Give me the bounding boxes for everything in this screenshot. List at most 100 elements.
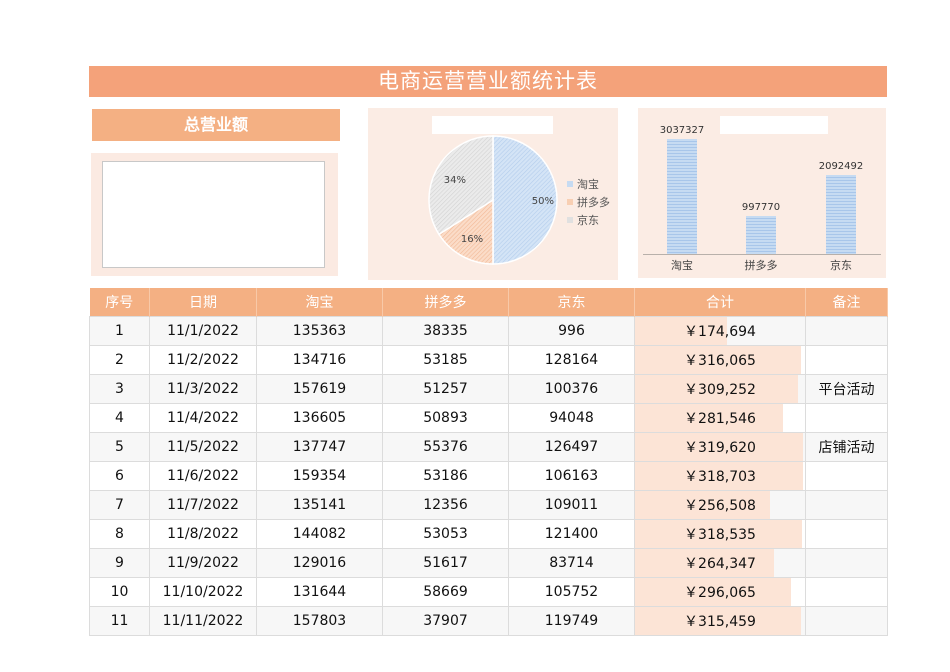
- cell-date[interactable]: 11/7/2022: [149, 489, 257, 520]
- cell-note[interactable]: [805, 460, 888, 491]
- cell-index[interactable]: 5: [89, 431, 150, 462]
- cell-index[interactable]: 1: [89, 315, 150, 346]
- cell-index[interactable]: 8: [89, 518, 150, 549]
- cell-pinduoduo[interactable]: 53185: [382, 344, 509, 375]
- total-value: ￥316,065: [684, 352, 756, 369]
- cell-pinduoduo[interactable]: 53186: [382, 460, 509, 491]
- cell-index[interactable]: 11: [89, 605, 150, 636]
- col-header-index[interactable]: 序号: [89, 288, 150, 316]
- pie-legend: 淘宝 拼多多 京东: [567, 175, 610, 229]
- pie-chart-panel[interactable]: 50% 16% 34% 淘宝 拼多多 京东: [368, 108, 618, 280]
- cell-note[interactable]: [805, 518, 888, 549]
- cell-date[interactable]: 11/3/2022: [149, 373, 257, 404]
- cell-date[interactable]: 11/5/2022: [149, 431, 257, 462]
- table-row: 10 11/10/2022 131644 58669 105752 ￥296,065: [89, 576, 888, 607]
- cell-date[interactable]: 11/11/2022: [149, 605, 257, 636]
- cell-pinduoduo[interactable]: 12356: [382, 489, 509, 520]
- cell-pinduoduo[interactable]: 51617: [382, 547, 509, 578]
- cell-date[interactable]: 11/6/2022: [149, 460, 257, 491]
- cell-index[interactable]: 3: [89, 373, 150, 404]
- cell-total[interactable]: ￥281,546: [634, 402, 806, 433]
- cell-taobao[interactable]: 159354: [256, 460, 383, 491]
- cell-taobao[interactable]: 144082: [256, 518, 383, 549]
- cell-taobao[interactable]: 135363: [256, 315, 383, 346]
- cell-date[interactable]: 11/10/2022: [149, 576, 257, 607]
- cell-pinduoduo[interactable]: 37907: [382, 605, 509, 636]
- cell-pinduoduo[interactable]: 50893: [382, 402, 509, 433]
- cell-taobao[interactable]: 137747: [256, 431, 383, 462]
- cell-index[interactable]: 7: [89, 489, 150, 520]
- cell-note[interactable]: 店铺活动: [805, 431, 888, 462]
- cell-note[interactable]: [805, 576, 888, 607]
- cell-pinduoduo[interactable]: 55376: [382, 431, 509, 462]
- cell-note[interactable]: [805, 402, 888, 433]
- cell-jingdong[interactable]: 100376: [508, 373, 635, 404]
- cell-jingdong[interactable]: 106163: [508, 460, 635, 491]
- cell-pinduoduo[interactable]: 58669: [382, 576, 509, 607]
- legend-item-taobao: 淘宝: [567, 175, 610, 193]
- cell-taobao[interactable]: 157619: [256, 373, 383, 404]
- cell-taobao[interactable]: 129016: [256, 547, 383, 578]
- cell-pinduoduo[interactable]: 51257: [382, 373, 509, 404]
- cell-total[interactable]: ￥318,703: [634, 460, 806, 491]
- cell-jingdong[interactable]: 126497: [508, 431, 635, 462]
- bar-chart-panel[interactable]: 3037327 淘宝 997770 拼多多 2092492 京东: [638, 108, 886, 278]
- pie-slice[interactable]: [437, 198, 494, 265]
- cell-note[interactable]: [805, 489, 888, 520]
- col-header-total[interactable]: 合计: [634, 288, 806, 316]
- total-revenue-value-box[interactable]: [102, 161, 325, 268]
- cell-total[interactable]: ￥315,459: [634, 605, 806, 636]
- cell-total[interactable]: ￥319,620: [634, 431, 806, 462]
- col-header-date[interactable]: 日期: [149, 288, 257, 316]
- total-value: ￥315,459: [684, 613, 756, 630]
- col-header-taobao[interactable]: 淘宝: [256, 288, 383, 316]
- cell-jingdong[interactable]: 109011: [508, 489, 635, 520]
- cell-taobao[interactable]: 131644: [256, 576, 383, 607]
- cell-total[interactable]: ￥256,508: [634, 489, 806, 520]
- cell-total[interactable]: ￥316,065: [634, 344, 806, 375]
- cell-index[interactable]: 2: [89, 344, 150, 375]
- cell-total[interactable]: ￥174,694: [634, 315, 806, 346]
- col-header-pinduoduo[interactable]: 拼多多: [382, 288, 509, 316]
- cell-jingdong[interactable]: 128164: [508, 344, 635, 375]
- total-databar: [635, 403, 783, 432]
- bar-column[interactable]: [667, 139, 697, 254]
- cell-total[interactable]: ￥318,535: [634, 518, 806, 549]
- cell-note[interactable]: 平台活动: [805, 373, 888, 404]
- cell-index[interactable]: 4: [89, 402, 150, 433]
- cell-index[interactable]: 9: [89, 547, 150, 578]
- cell-jingdong[interactable]: 83714: [508, 547, 635, 578]
- cell-note[interactable]: [805, 344, 888, 375]
- cell-jingdong[interactable]: 94048: [508, 402, 635, 433]
- cell-total[interactable]: ￥309,252: [634, 373, 806, 404]
- bar-column[interactable]: [746, 216, 776, 254]
- cell-pinduoduo[interactable]: 53053: [382, 518, 509, 549]
- cell-note[interactable]: [805, 315, 888, 346]
- cell-taobao[interactable]: 157803: [256, 605, 383, 636]
- pie-slice[interactable]: [492, 135, 558, 265]
- cell-pinduoduo[interactable]: 38335: [382, 315, 509, 346]
- cell-note[interactable]: [805, 547, 888, 578]
- cell-jingdong[interactable]: 996: [508, 315, 635, 346]
- cell-date[interactable]: 11/2/2022: [149, 344, 257, 375]
- pie-slice[interactable]: [428, 135, 494, 236]
- bar-column[interactable]: [826, 174, 856, 254]
- cell-taobao[interactable]: 135141: [256, 489, 383, 520]
- cell-total[interactable]: ￥296,065: [634, 576, 806, 607]
- pie-chart: 50% 16% 34%: [428, 135, 558, 265]
- cell-date[interactable]: 11/8/2022: [149, 518, 257, 549]
- cell-date[interactable]: 11/4/2022: [149, 402, 257, 433]
- cell-taobao[interactable]: 134716: [256, 344, 383, 375]
- cell-index[interactable]: 10: [89, 576, 150, 607]
- cell-total[interactable]: ￥264,347: [634, 547, 806, 578]
- cell-jingdong[interactable]: 119749: [508, 605, 635, 636]
- cell-date[interactable]: 11/9/2022: [149, 547, 257, 578]
- cell-jingdong[interactable]: 121400: [508, 518, 635, 549]
- cell-jingdong[interactable]: 105752: [508, 576, 635, 607]
- cell-note[interactable]: [805, 605, 888, 636]
- col-header-jingdong[interactable]: 京东: [508, 288, 635, 316]
- cell-taobao[interactable]: 136605: [256, 402, 383, 433]
- cell-date[interactable]: 11/1/2022: [149, 315, 257, 346]
- col-header-note[interactable]: 备注: [805, 288, 888, 316]
- cell-index[interactable]: 6: [89, 460, 150, 491]
